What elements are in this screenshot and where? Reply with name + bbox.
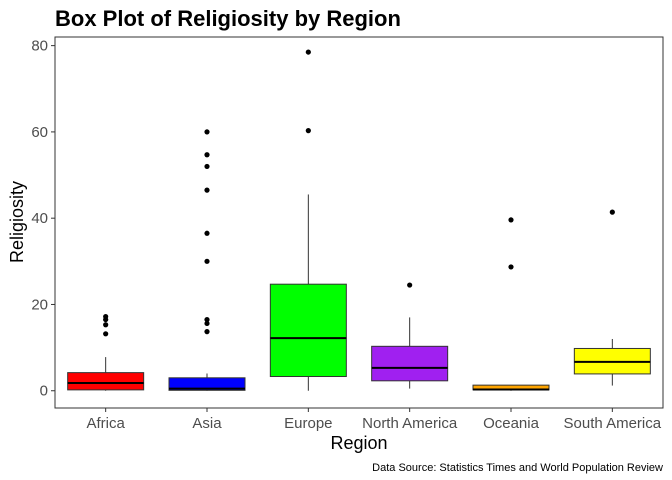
x-axis-title: Region <box>330 433 387 453</box>
box-africa <box>67 313 145 391</box>
x-axis: Africa Asia Europe North America Oceania Sout… <box>86 408 662 432</box>
x-tick-label: Asia <box>192 415 222 432</box>
outlier-point <box>204 187 210 193</box>
outlier-point <box>508 217 514 223</box>
y-tick-label: 80 <box>31 38 48 55</box>
y-tick-label: 60 <box>31 124 48 141</box>
data-source-caption: Data Source: Statistics Times and World … <box>372 462 663 474</box>
box-body <box>371 345 449 382</box>
box-body <box>269 283 347 378</box>
outlier-point <box>407 282 413 288</box>
outlier-point <box>204 316 210 323</box>
box-body <box>67 372 145 391</box>
x-tick-label: Oceania <box>483 415 540 432</box>
outlier-point <box>103 322 109 328</box>
outlier-point <box>204 230 210 236</box>
outlier-point <box>204 163 210 170</box>
outlier-point <box>204 258 210 264</box>
y-tick-label: 20 <box>31 296 48 313</box>
y-axis: 0 20 40 60 80 <box>31 38 55 400</box>
x-tick-label: Europe <box>284 415 332 432</box>
plot-panel <box>54 36 664 409</box>
outlier-point <box>204 320 210 327</box>
outlier-point <box>103 331 109 337</box>
chart-title: Box Plot of Religiosity by Region <box>55 6 401 31</box>
x-tick-label: Africa <box>86 415 125 432</box>
y-tick-label: 40 <box>31 210 48 227</box>
x-tick-label: North America <box>362 415 458 432</box>
box-south-america <box>573 209 651 386</box>
box-north-america <box>371 282 449 389</box>
box-oceania <box>472 217 550 391</box>
outlier-point <box>204 152 210 158</box>
boxes-layer <box>67 49 651 391</box>
box-asia <box>168 129 246 391</box>
box-body <box>168 377 246 391</box>
outlier-point <box>204 329 210 335</box>
y-tick-label: 0 <box>40 383 48 400</box>
outlier-point <box>508 264 514 270</box>
y-axis-title: Religiosity <box>7 181 27 263</box>
outlier-point <box>609 209 615 215</box>
outlier-point <box>305 49 311 55</box>
x-tick-label: South America <box>564 415 662 432</box>
outlier-point <box>305 128 311 134</box>
outlier-point <box>103 313 109 320</box>
outlier-point <box>204 129 210 135</box>
box-europe <box>269 49 347 391</box>
